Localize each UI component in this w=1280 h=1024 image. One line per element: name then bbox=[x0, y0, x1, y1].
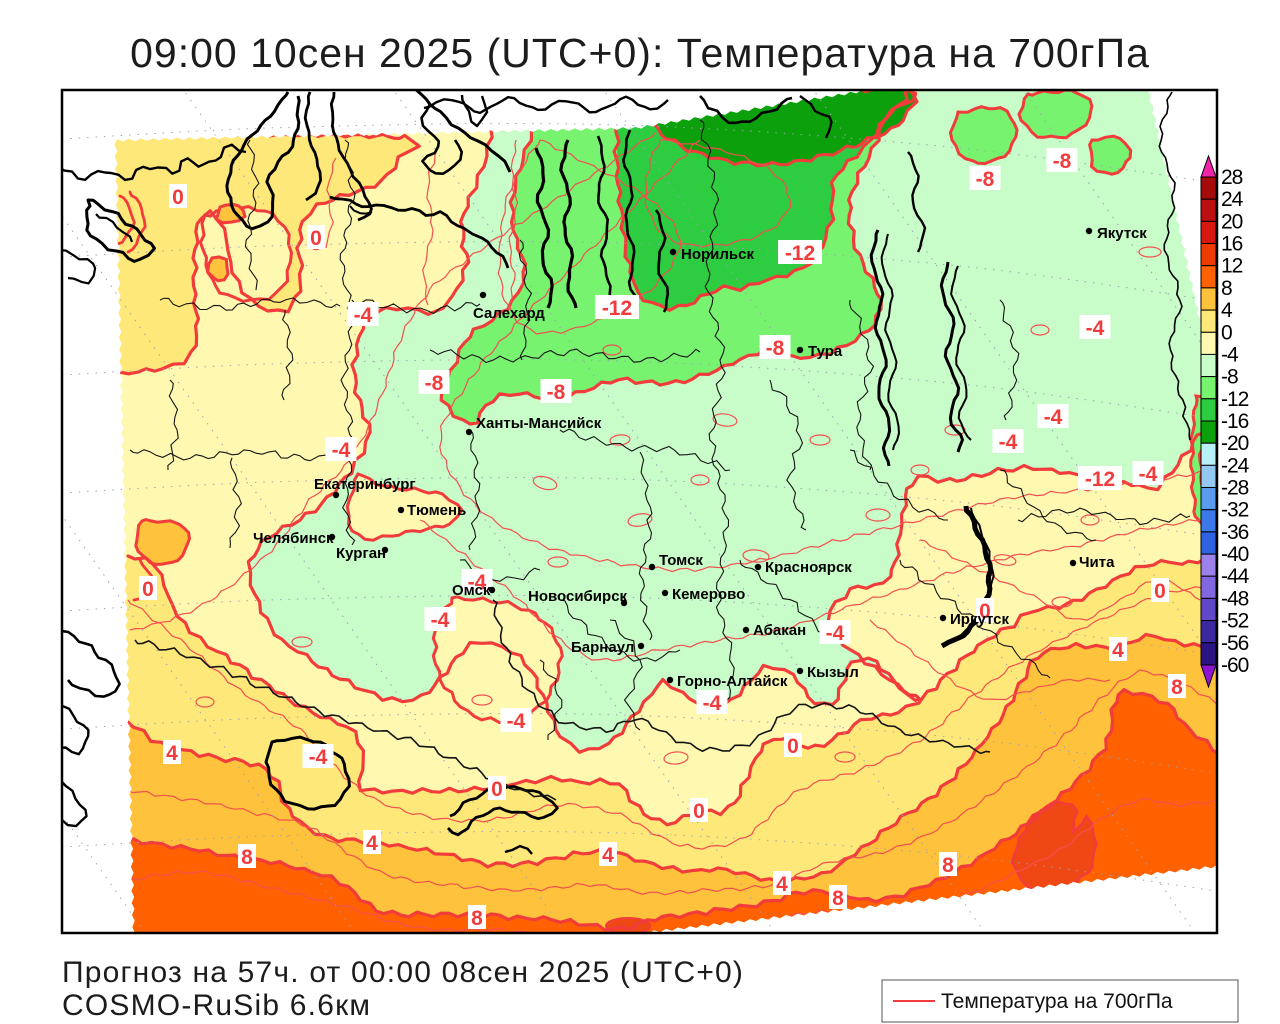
svg-text:Курган: Курган bbox=[336, 545, 386, 562]
svg-text:-56: -56 bbox=[1221, 632, 1249, 655]
svg-text:0: 0 bbox=[787, 735, 799, 758]
svg-text:-12: -12 bbox=[1085, 468, 1115, 491]
svg-text:-16: -16 bbox=[1221, 410, 1249, 433]
svg-text:Омск: Омск bbox=[452, 582, 491, 599]
svg-text:4: 4 bbox=[602, 844, 614, 867]
svg-text:Норильск: Норильск bbox=[681, 246, 754, 263]
svg-text:0: 0 bbox=[172, 186, 184, 209]
svg-text:-4: -4 bbox=[1044, 406, 1063, 429]
svg-text:-8: -8 bbox=[976, 168, 995, 191]
svg-text:-24: -24 bbox=[1221, 454, 1250, 477]
svg-text:4: 4 bbox=[366, 832, 378, 855]
svg-text:-4: -4 bbox=[1139, 463, 1158, 486]
svg-text:-4: -4 bbox=[468, 571, 487, 594]
svg-text:0: 0 bbox=[1154, 580, 1166, 603]
svg-text:-4: -4 bbox=[309, 746, 328, 769]
svg-text:-52: -52 bbox=[1221, 610, 1249, 633]
svg-text:4: 4 bbox=[776, 873, 788, 896]
svg-text:Якутск: Якутск bbox=[1097, 225, 1147, 242]
svg-text:0: 0 bbox=[491, 778, 503, 801]
svg-text:Салехард: Салехард bbox=[473, 305, 545, 322]
svg-text:Абакан: Абакан bbox=[753, 622, 806, 639]
svg-text:-40: -40 bbox=[1221, 543, 1249, 566]
svg-text:-4: -4 bbox=[507, 710, 526, 733]
svg-text:8: 8 bbox=[241, 846, 253, 869]
svg-text:4: 4 bbox=[1112, 639, 1124, 662]
svg-text:09:00 10сен 2025 (UTC+0): Темп: 09:00 10сен 2025 (UTC+0): Температура на… bbox=[130, 30, 1150, 76]
svg-text:-8: -8 bbox=[766, 337, 785, 360]
svg-text:4: 4 bbox=[166, 742, 178, 765]
svg-text:-48: -48 bbox=[1221, 587, 1249, 610]
svg-text:8: 8 bbox=[471, 907, 483, 930]
svg-text:-20: -20 bbox=[1221, 432, 1249, 455]
svg-text:-28: -28 bbox=[1221, 477, 1249, 500]
svg-text:Кемерово: Кемерово bbox=[672, 586, 745, 603]
svg-text:-8: -8 bbox=[1053, 150, 1072, 173]
svg-text:-4: -4 bbox=[1086, 317, 1105, 340]
svg-text:COSMO-RuSib 6.6км: COSMO-RuSib 6.6км bbox=[62, 989, 371, 1022]
svg-text:8: 8 bbox=[832, 887, 844, 910]
svg-text:Горно-Алтайск: Горно-Алтайск bbox=[677, 673, 788, 690]
svg-text:Кызыл: Кызыл bbox=[807, 664, 859, 681]
svg-text:-36: -36 bbox=[1221, 521, 1249, 544]
svg-text:Ханты-Мансийск: Ханты-Мансийск bbox=[476, 415, 602, 432]
svg-text:8: 8 bbox=[942, 854, 954, 877]
svg-text:Челябинск: Челябинск bbox=[253, 530, 334, 547]
svg-text:-60: -60 bbox=[1221, 654, 1249, 677]
svg-text:-12: -12 bbox=[785, 242, 815, 265]
svg-text:-8: -8 bbox=[1221, 366, 1238, 389]
svg-text:0: 0 bbox=[1221, 321, 1232, 344]
svg-text:Тура: Тура bbox=[808, 343, 843, 360]
svg-text:Температура на 700гПа: Температура на 700гПа bbox=[941, 990, 1173, 1013]
svg-text:8: 8 bbox=[1221, 277, 1232, 300]
svg-text:Новосибирск: Новосибирск bbox=[528, 588, 628, 605]
svg-text:-4: -4 bbox=[999, 431, 1018, 454]
svg-text:28: 28 bbox=[1221, 166, 1243, 189]
svg-text:Екатеринбург: Екатеринбург bbox=[314, 476, 416, 493]
svg-text:0: 0 bbox=[142, 578, 154, 601]
svg-text:12: 12 bbox=[1221, 255, 1243, 278]
svg-text:-4: -4 bbox=[354, 304, 373, 327]
svg-text:Иркутск: Иркутск bbox=[950, 611, 1009, 628]
svg-text:Прогноз на 57ч. от 00:00 08сен: Прогноз на 57ч. от 00:00 08сен 2025 (UTC… bbox=[62, 956, 744, 989]
svg-text:4: 4 bbox=[1221, 299, 1233, 322]
svg-text:Красноярск: Красноярск bbox=[765, 559, 852, 576]
svg-text:Чита: Чита bbox=[1079, 554, 1115, 571]
svg-text:-4: -4 bbox=[703, 692, 722, 715]
svg-text:-4: -4 bbox=[332, 439, 351, 462]
svg-text:Барнаул: Барнаул bbox=[571, 639, 634, 656]
svg-text:0: 0 bbox=[310, 227, 322, 250]
svg-text:-4: -4 bbox=[826, 622, 845, 645]
svg-text:0: 0 bbox=[979, 600, 991, 623]
svg-text:-32: -32 bbox=[1221, 499, 1249, 522]
svg-text:Тюмень: Тюмень bbox=[407, 502, 466, 519]
svg-text:-8: -8 bbox=[425, 372, 444, 395]
svg-text:20: 20 bbox=[1221, 210, 1243, 233]
svg-text:8: 8 bbox=[1171, 676, 1183, 699]
svg-text:0: 0 bbox=[693, 800, 705, 823]
svg-text:24: 24 bbox=[1221, 188, 1244, 211]
svg-text:-12: -12 bbox=[1221, 388, 1249, 411]
svg-text:16: 16 bbox=[1221, 233, 1243, 256]
svg-text:-44: -44 bbox=[1221, 565, 1250, 588]
svg-text:Томск: Томск bbox=[659, 552, 703, 569]
svg-text:-12: -12 bbox=[602, 297, 632, 320]
svg-text:-8: -8 bbox=[547, 381, 566, 404]
svg-text:-4: -4 bbox=[431, 609, 450, 632]
svg-text:-4: -4 bbox=[1221, 343, 1239, 366]
